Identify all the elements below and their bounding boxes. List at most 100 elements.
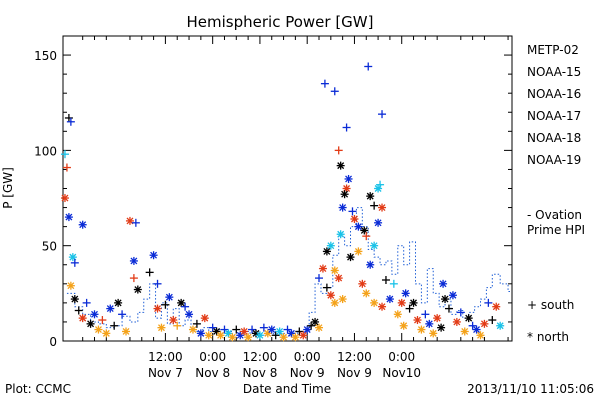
- south-point: [444, 304, 453, 313]
- north-point: [378, 302, 387, 311]
- north-point: [279, 333, 288, 342]
- legend: METP-02 NOAA-15 NOAA-16 NOAA-17 NOAA-18 NOAA-…: [527, 43, 581, 167]
- south-point: [381, 276, 390, 284]
- south-point: [364, 62, 373, 71]
- x-axis-label: Date and Time: [243, 382, 331, 396]
- south-point: [153, 279, 162, 288]
- north-point: [267, 325, 276, 334]
- north-point: [200, 314, 209, 323]
- north-point: [244, 333, 253, 342]
- north-point: [255, 331, 264, 340]
- south-point: [181, 302, 190, 311]
- south-point: [295, 327, 304, 336]
- north-point: [78, 314, 87, 323]
- south-point: [348, 207, 357, 216]
- south-point: [488, 316, 497, 325]
- x-tick-label-date: Nov 8: [242, 366, 277, 380]
- north-point: [437, 323, 446, 332]
- y-tick-label: 50: [42, 240, 57, 254]
- north-point: [433, 314, 442, 323]
- south-point: [248, 325, 257, 334]
- north-point: [64, 213, 73, 222]
- north-point: [106, 304, 115, 313]
- north-point: [342, 184, 351, 193]
- north-point: [188, 325, 197, 334]
- north-point: [240, 327, 249, 336]
- ovation-series: [66, 207, 512, 336]
- south-point: [66, 117, 75, 126]
- north-point: [354, 247, 363, 256]
- south-point: [98, 316, 107, 325]
- south-point: [259, 323, 268, 332]
- north-point: [228, 333, 237, 342]
- south-point: [283, 325, 292, 334]
- north-point: [338, 203, 347, 212]
- south-point: [192, 319, 201, 328]
- north-point: [318, 264, 327, 273]
- north-point: [374, 218, 383, 227]
- north-point: [185, 310, 194, 319]
- north-point: [480, 319, 489, 328]
- north-point: [90, 310, 99, 319]
- north-point: [476, 331, 485, 340]
- north-point: [60, 194, 69, 203]
- north-point: [393, 310, 402, 319]
- north-point: [122, 327, 131, 336]
- north-point: [360, 226, 369, 235]
- symbol-legend-item: * north: [527, 330, 569, 344]
- south-point: [161, 300, 170, 309]
- north-point: [322, 247, 331, 256]
- north-point: [196, 329, 205, 338]
- north-point: [358, 279, 367, 288]
- north-point: [464, 314, 473, 323]
- north-point: [452, 317, 461, 326]
- y-tick-label: 150: [34, 49, 57, 63]
- north-point: [177, 298, 186, 307]
- x-tick-label-time: 12:00: [337, 350, 372, 364]
- north-point: [330, 298, 339, 307]
- legend-item: NOAA-17: [527, 109, 581, 123]
- south-point: [145, 268, 154, 277]
- south-point: [405, 304, 414, 313]
- north-point: [409, 298, 418, 307]
- north-point: [129, 256, 138, 265]
- x-tick-label-date: Nov 8: [195, 366, 230, 380]
- legend-item: NOAA-16: [527, 87, 581, 101]
- ovation-line: [66, 207, 512, 336]
- north-point: [429, 329, 438, 338]
- north-point: [413, 316, 422, 325]
- north-point: [133, 285, 142, 294]
- north-point: [334, 274, 343, 283]
- north-point: [299, 331, 308, 340]
- south-point: [421, 310, 430, 319]
- north-point: [303, 325, 312, 334]
- north-point: [460, 327, 469, 336]
- south-point: [320, 79, 329, 88]
- north-point: [326, 291, 335, 300]
- south-point: [370, 201, 379, 210]
- north-point: [448, 291, 457, 300]
- south-point: [307, 321, 316, 330]
- north-point: [66, 281, 75, 290]
- north-point: [114, 298, 123, 307]
- symbol-legend-item: + south: [527, 298, 574, 312]
- south-point: [334, 146, 343, 155]
- north-point: [366, 192, 375, 201]
- x-tick-label-time: 0:00: [199, 350, 226, 364]
- north-point: [70, 295, 79, 304]
- north-point: [441, 295, 450, 304]
- south-point: [208, 323, 217, 332]
- south-point: [456, 308, 465, 317]
- north-point: [370, 298, 379, 307]
- south-point: [64, 113, 73, 122]
- north-point: [354, 222, 363, 231]
- south-point: [389, 279, 398, 288]
- north-point: [366, 260, 375, 269]
- south-point: [322, 283, 331, 292]
- x-tick-label-time: 12:00: [148, 350, 183, 364]
- south-point: [378, 110, 387, 119]
- north-point: [370, 241, 379, 250]
- y-axis-label: P [GW]: [1, 167, 15, 209]
- ovation-legend: - Ovation Prime HPI: [527, 208, 585, 237]
